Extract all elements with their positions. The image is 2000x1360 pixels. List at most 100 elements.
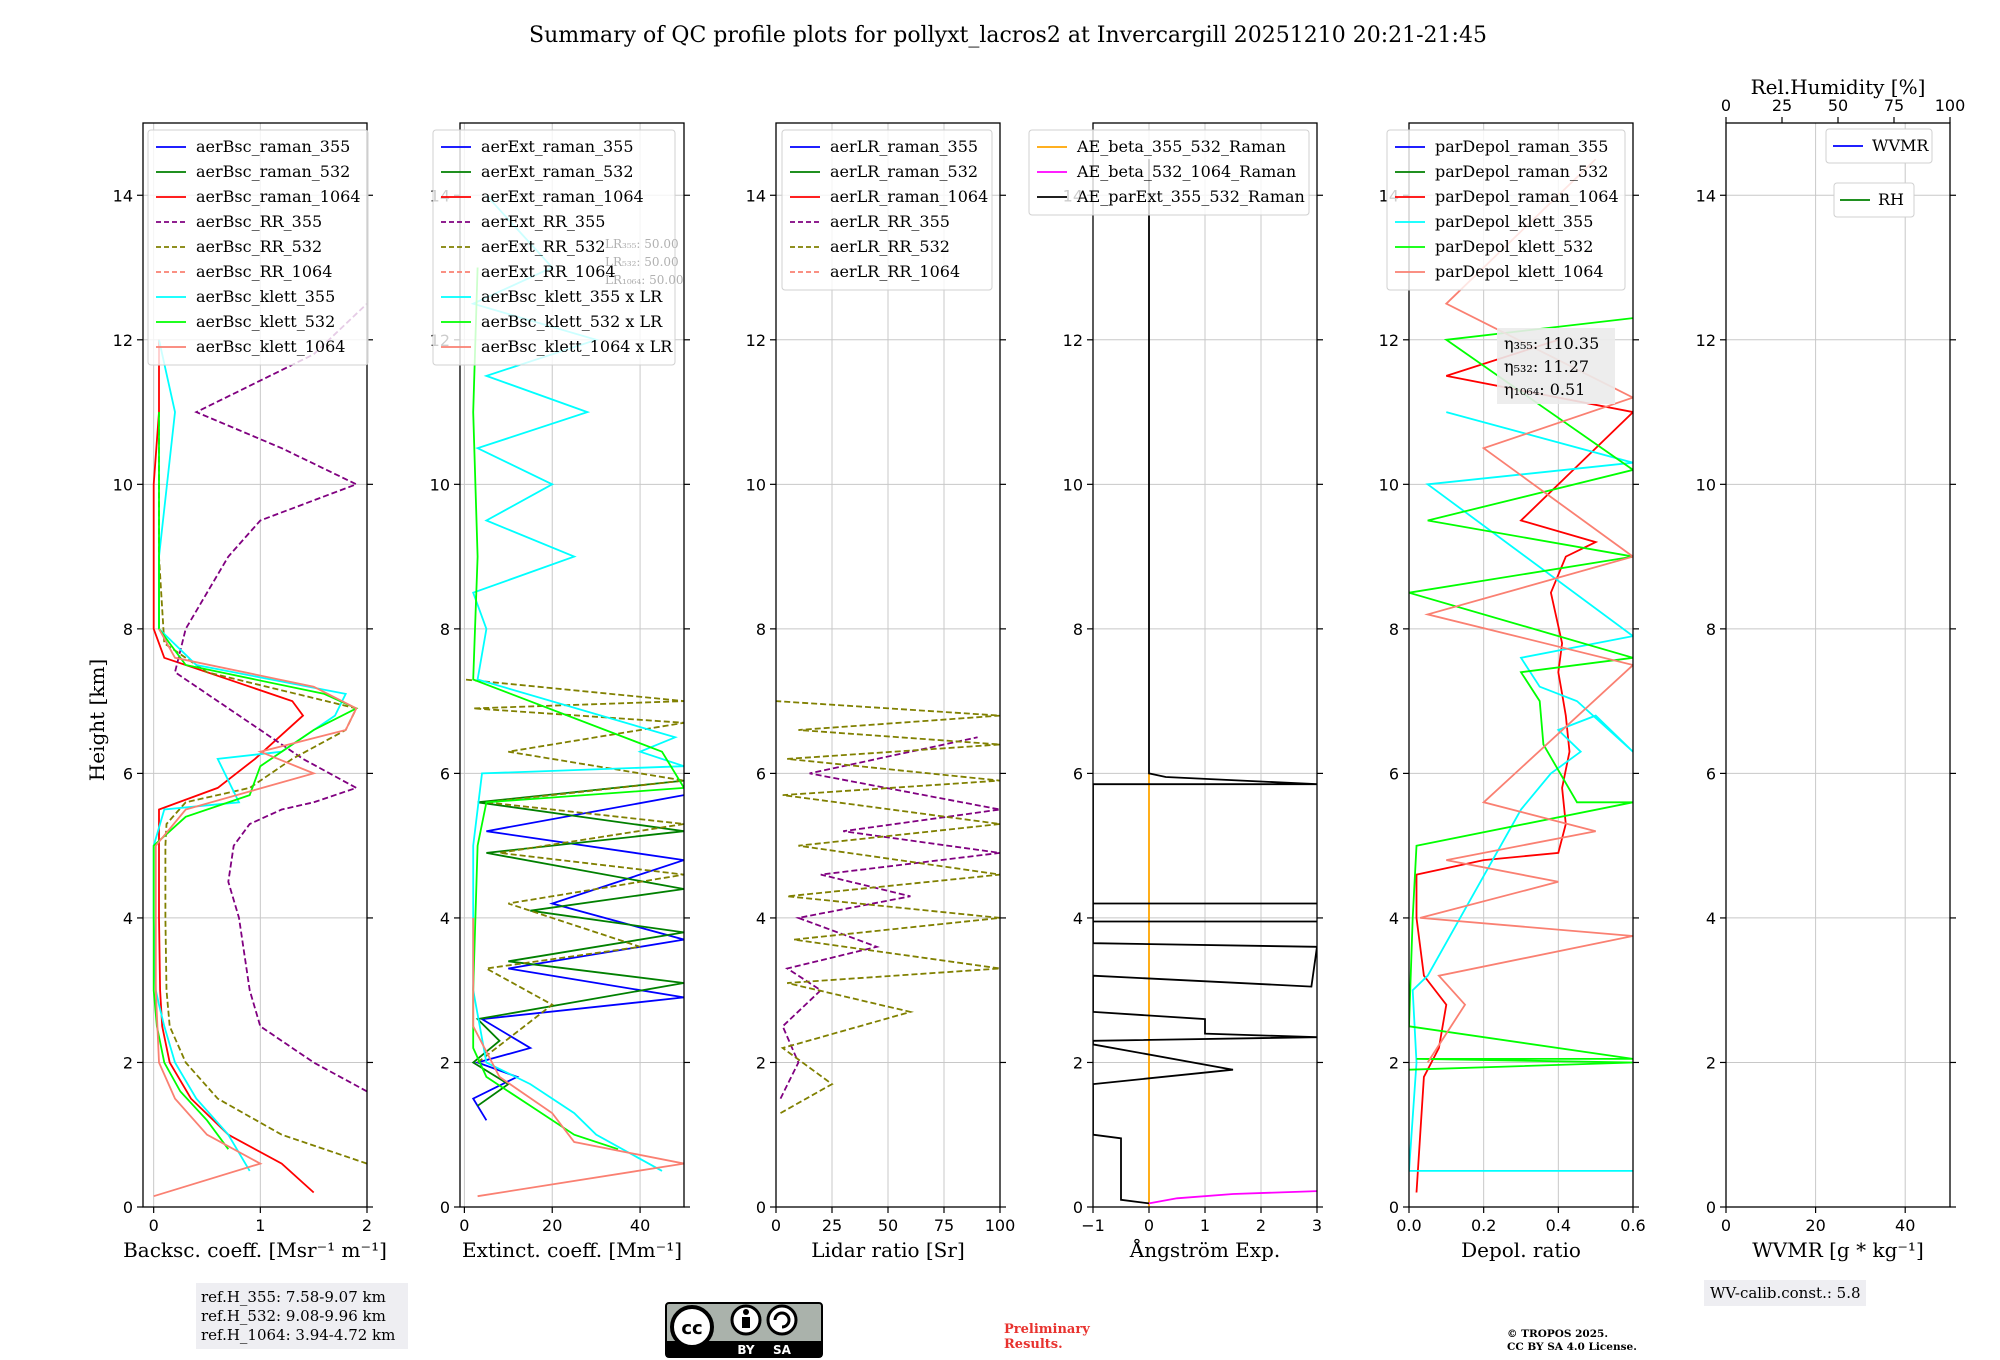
legend-rh-label: RH <box>1878 190 1904 209</box>
y-tick-label: 10 <box>1379 475 1399 494</box>
y-tick-label: 2 <box>1706 1053 1716 1072</box>
legend-label: parDepol_raman_532 <box>1435 162 1608 181</box>
series-group <box>464 194 684 1198</box>
x-tick-label: 0 <box>771 1216 781 1235</box>
legend-box <box>1386 129 1626 291</box>
series-aerBsc_RR_355 <box>173 303 367 1093</box>
top-x-tick-label: 0 <box>1721 96 1731 115</box>
wv-calib-text: WV-calib.const.: 5.8 <box>1710 1284 1861 1302</box>
series-aerBsc_raman_1064 <box>152 339 315 1194</box>
figure-title: Summary of QC profile plots for pollyxt_… <box>529 23 1487 48</box>
series-group <box>1093 159 1317 1207</box>
badge-bar <box>666 1341 822 1357</box>
y-tick-label: 2 <box>756 1053 766 1072</box>
x-tick-label: 0 <box>459 1216 469 1235</box>
y-tick-label: 8 <box>756 620 766 639</box>
series-group <box>1409 158 1633 1193</box>
top-axis-label: Rel.Humidity [%] <box>1751 75 1926 99</box>
series-parDepol_raman_1064 <box>1415 338 1633 1193</box>
legend-label: aerExt_RR_532 <box>481 237 605 256</box>
series-AE_parExt_355_532_Raman <box>1093 159 1317 1205</box>
sa-icon-arrow <box>773 1311 791 1329</box>
panel-dep: 0.00.20.40.602468101214Depol. ratioparDe… <box>1379 122 1646 1262</box>
legend-label: aerLR_RR_532 <box>830 237 950 256</box>
legend-box <box>781 129 993 291</box>
eta-box <box>1497 328 1615 404</box>
y-tick-label: 12 <box>746 331 766 350</box>
legend-label: aerBsc_raman_1064 <box>196 187 361 206</box>
series-aerBsc_klett_355 x LR <box>470 194 684 1172</box>
y-tick-label: 0 <box>440 1198 450 1217</box>
x-axis-label: Extinct. coeff. [Mm⁻¹] <box>462 1238 682 1262</box>
x-tick-label: 1 <box>1200 1216 1210 1235</box>
y-tick-label: 0 <box>1389 1198 1399 1217</box>
cc-icon-text: cc <box>681 1318 702 1339</box>
axes-frame <box>1725 122 1951 1208</box>
x-tick-label: 0.2 <box>1471 1216 1496 1235</box>
legend-label: parDepol_klett_532 <box>1435 237 1593 256</box>
legend-lr: aerLR_raman_355 aerLR_raman_532 aerLR_rama… <box>781 129 993 291</box>
y-tick-label: 6 <box>756 764 766 783</box>
legend-label: aerBsc_klett_1064 x LR <box>481 337 673 356</box>
legend-label: aerExt_raman_532 <box>481 162 634 181</box>
x-tick-label: −1 <box>1081 1216 1105 1235</box>
legend-dep: parDepol_raman_355 parDepol_raman_532 parD… <box>1386 129 1626 291</box>
y-tick-label: 6 <box>440 764 450 783</box>
x-tick-label: 0.4 <box>1546 1216 1571 1235</box>
x-tick-label: 2 <box>362 1216 372 1235</box>
series-aerBsc_klett_532 <box>152 412 359 1150</box>
legend-label: aerLR_RR_355 <box>830 212 950 231</box>
legend-rh-box <box>1833 182 1915 218</box>
legend-label: aerExt_RR_1064 <box>481 262 616 281</box>
sa-icon <box>766 1304 798 1336</box>
legend-label: aerLR_RR_1064 <box>830 262 960 281</box>
x-axis-label: WVMR [g * kg⁻¹] <box>1752 1238 1924 1262</box>
legend-box <box>1028 129 1310 216</box>
x-tick-label: 40 <box>1895 1216 1915 1235</box>
y-tick-label: 4 <box>756 909 766 928</box>
x-axis-label: Ångström Exp. <box>1129 1237 1280 1262</box>
x-tick-label: 25 <box>822 1216 842 1235</box>
legend-box <box>147 129 369 366</box>
y-tick-label: 4 <box>1706 909 1716 928</box>
x-tick-label: 100 <box>985 1216 1016 1235</box>
axes-frame <box>142 122 368 1208</box>
lr-value-label: LR₁₀₆₄: 50.00 <box>605 273 683 287</box>
series-AE_beta_532_1064_Raman <box>1148 1190 1317 1205</box>
copyright-note: © TROPOS 2025. CC BY SA 4.0 License. <box>1507 1328 1637 1353</box>
y-tick-label: 10 <box>1063 475 1083 494</box>
legend-label: aerBsc_RR_355 <box>196 212 322 231</box>
y-tick-label: 10 <box>1696 475 1716 494</box>
x-tick-label: 0.0 <box>1396 1216 1421 1235</box>
series-aerExt_RR_532 <box>464 678 684 1064</box>
y-tick-label: 14 <box>1696 186 1716 205</box>
legend-label: aerBsc_klett_532 x LR <box>481 312 663 331</box>
eta-value-label: η₅₃₂: 11.27 <box>1504 357 1589 376</box>
legend-label: aerBsc_RR_532 <box>196 237 322 256</box>
panel-ae: −1012302468101214Ångström Exp.AE_beta_35… <box>1028 122 1323 1262</box>
lr-value-label: LR₅₃₂: 50.00 <box>605 255 679 269</box>
legend-label: aerBsc_klett_355 <box>196 287 335 306</box>
lr-value-label: LR₃₅₅: 50.00 <box>605 237 679 251</box>
y-tick-label: 2 <box>1389 1053 1399 1072</box>
y-tick-label: 2 <box>440 1053 450 1072</box>
legend-label: aerBsc_raman_532 <box>196 162 350 181</box>
series-aerBsc_klett_355 <box>152 339 348 1172</box>
y-tick-label: 6 <box>1389 764 1399 783</box>
ref-height-note: ref.H_355: 7.58-9.07 km ref.H_532: 9.08-… <box>196 1283 408 1349</box>
y-tick-label: 6 <box>123 764 133 783</box>
wv-calib-box <box>1704 1280 1866 1306</box>
series-group <box>152 303 367 1198</box>
series-aerBsc_klett_532 x LR <box>472 267 684 1151</box>
top-x-tick-label: 25 <box>1772 96 1792 115</box>
y-tick-label: 2 <box>123 1053 133 1072</box>
y-tick-label: 12 <box>1696 331 1716 350</box>
x-tick-label: 20 <box>542 1216 562 1235</box>
y-tick-label: 10 <box>430 475 450 494</box>
legend-label: aerExt_raman_1064 <box>481 187 644 206</box>
legend-label: aerBsc_klett_355 x LR <box>481 287 663 306</box>
y-tick-label: 0 <box>756 1198 766 1217</box>
copyright-line1: © TROPOS 2025. <box>1507 1328 1608 1340</box>
x-tick-label: 1 <box>255 1216 265 1235</box>
